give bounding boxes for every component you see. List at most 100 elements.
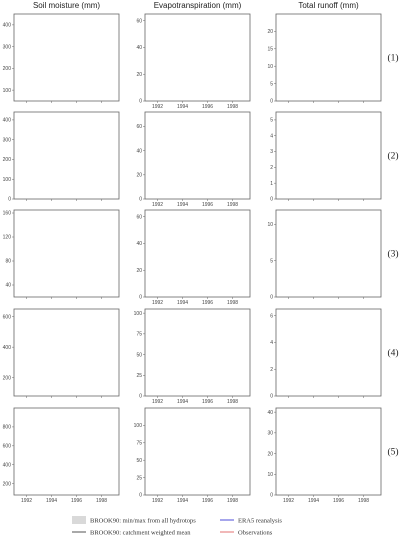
panel: 0 100 200 300 400	[3, 111, 120, 203]
row-label: (1)	[387, 53, 398, 64]
panel-frame	[13, 407, 120, 496]
legend-item: BROOK90: catchment weighted mean	[72, 530, 191, 537]
x-tick-label: 1996	[202, 399, 213, 405]
y-tick-label: 40	[136, 148, 142, 154]
y-tick-label: 0	[139, 99, 142, 105]
row-label: (5)	[387, 447, 398, 458]
panel-frame	[275, 209, 382, 298]
y-tick-label: 200	[3, 375, 12, 381]
x-tick-label: 1992	[152, 498, 163, 504]
panel: 0 20 40 60 1992 1994 1996 1998	[136, 13, 251, 110]
panel: 40 80 120 160	[3, 209, 120, 299]
y-tick-label: 5	[270, 81, 273, 87]
y-tick-label: 200	[3, 481, 12, 487]
panel-frame	[144, 407, 251, 496]
panel-frame	[275, 308, 382, 397]
row-label: (3)	[387, 249, 398, 260]
x-tick-label: 1992	[283, 498, 294, 504]
y-tick-label: 20	[267, 29, 273, 35]
y-tick-label: 0	[270, 197, 273, 203]
y-tick-label: 20	[136, 268, 142, 274]
y-tick-label: 600	[3, 444, 12, 450]
row-labels: (1) (2) (3) (4) (5)	[387, 53, 398, 458]
y-tick-label: 20	[267, 451, 273, 457]
panel: 0 2 4 6	[270, 308, 382, 400]
panel-frame	[13, 111, 120, 200]
x-tick-label: 1994	[177, 498, 188, 504]
y-tick-label: 300	[3, 44, 12, 50]
y-tick-label: 80	[5, 259, 11, 265]
x-tick-label: 1994	[177, 202, 188, 208]
y-tick-label: 100	[134, 423, 143, 429]
panel-frame	[275, 407, 382, 496]
y-tick-label: 120	[3, 235, 12, 241]
y-tick-label: 400	[3, 118, 12, 124]
x-tick-label: 1994	[308, 498, 319, 504]
y-tick-label: 2	[270, 165, 273, 171]
x-tick-label: 1998	[227, 202, 238, 208]
y-tick-label: 40	[5, 283, 11, 289]
y-tick-label: 300	[3, 137, 12, 143]
panel-frame	[144, 209, 251, 298]
x-tick-label: 1994	[177, 399, 188, 405]
panel: 0 20 40 60 1992 1994 1996 1998	[136, 111, 251, 208]
y-tick-label: 50	[136, 352, 142, 358]
y-tick-label: 3	[270, 149, 273, 155]
panel: 200 400 600 800 1992 1994 1996 1998	[3, 407, 120, 504]
y-tick-label: 60	[136, 214, 142, 220]
x-tick-label: 1992	[152, 202, 163, 208]
panel: 0 10 20 30 40 1992 1994 1996 1998	[267, 407, 382, 504]
x-tick-label: 1994	[177, 104, 188, 110]
y-tick-label: 2	[270, 367, 273, 373]
legend-label: BROOK90: min/max from all hydrotops	[90, 518, 196, 525]
panel-frame	[144, 13, 251, 102]
y-tick-label: 0	[139, 197, 142, 203]
y-tick-label: 800	[3, 425, 12, 431]
y-tick-label: 6	[270, 313, 273, 319]
y-tick-label: 20	[136, 72, 142, 78]
x-tick-label: 1998	[227, 300, 238, 306]
y-tick-label: 75	[136, 332, 142, 338]
x-tick-label: 1998	[96, 498, 107, 504]
panel-frame	[13, 13, 120, 102]
row-label: (4)	[387, 348, 398, 359]
legend-swatch-band	[72, 516, 86, 524]
y-tick-label: 40	[267, 410, 273, 416]
panel-frame	[13, 308, 120, 397]
y-tick-label: 10	[267, 472, 273, 478]
panel-frame	[144, 308, 251, 397]
x-tick-label: 1996	[202, 300, 213, 306]
legend-label: BROOK90: catchment weighted mean	[90, 530, 191, 537]
y-tick-label: 40	[136, 45, 142, 51]
y-tick-label: 25	[136, 475, 142, 481]
y-tick-label: 160	[3, 211, 12, 217]
y-tick-label: 4	[270, 133, 273, 139]
legend-item: Observations	[220, 530, 273, 537]
y-tick-label: 0	[139, 493, 142, 499]
y-tick-label: 20	[136, 173, 142, 179]
x-tick-label: 1996	[333, 498, 344, 504]
y-tick-label: 60	[136, 124, 142, 130]
y-tick-label: 60	[136, 18, 142, 24]
legend-label: Observations	[238, 530, 273, 537]
x-tick-label: 1992	[152, 399, 163, 405]
y-tick-label: 600	[3, 314, 12, 320]
x-tick-label: 1996	[202, 498, 213, 504]
y-tick-label: 0	[8, 197, 11, 203]
panel: 0 20 40 60 1992 1994 1996 1998	[136, 209, 251, 306]
y-tick-label: 1	[270, 181, 273, 187]
y-tick-label: 5	[270, 118, 273, 124]
y-tick-label: 5	[270, 258, 273, 264]
panel: 0 5 10 15 20	[267, 13, 382, 105]
panel: 100 200 300 400	[3, 13, 120, 103]
x-tick-label: 1998	[227, 104, 238, 110]
x-tick-label: 1992	[152, 104, 163, 110]
x-tick-label: 1996	[202, 202, 213, 208]
y-tick-label: 0	[139, 394, 142, 400]
legend-item: ERA5 reanalysis	[220, 518, 282, 525]
panel: 0 25 50 75 100 1992 1994 1996 1998	[134, 407, 251, 504]
y-tick-label: 400	[3, 23, 12, 29]
legend-item: BROOK90: min/max from all hydrotops	[72, 516, 196, 525]
y-tick-label: 200	[3, 66, 12, 72]
